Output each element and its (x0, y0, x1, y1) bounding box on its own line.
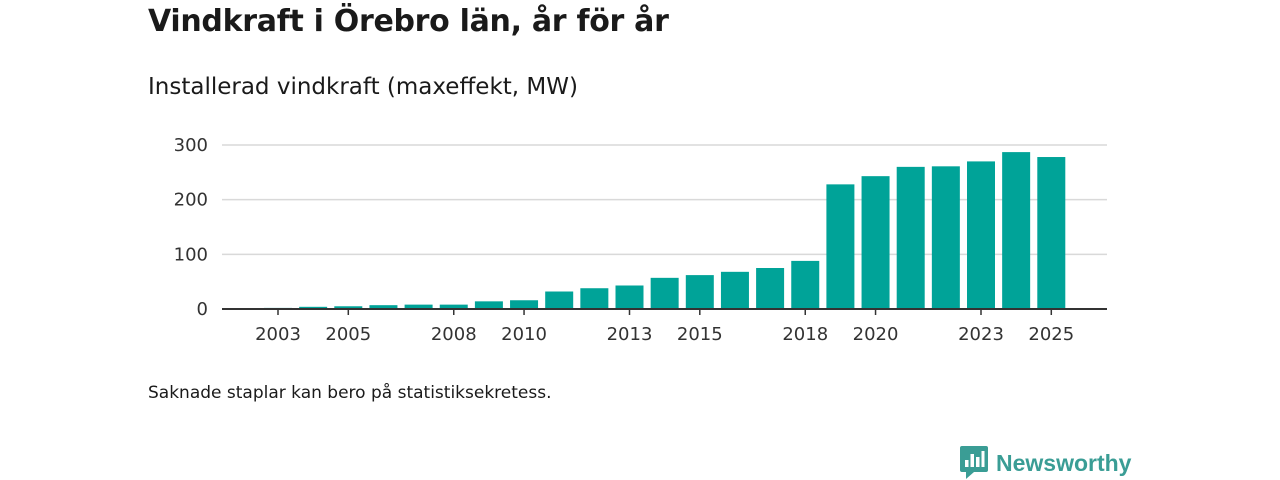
bar-2015 (685, 275, 714, 309)
bar-2011 (545, 291, 574, 309)
bars (264, 152, 1066, 309)
bar-2020 (861, 176, 890, 309)
x-tick-label: 2015 (677, 324, 723, 345)
bar-2021 (896, 166, 925, 309)
bar-2022 (931, 166, 960, 309)
bar-2024 (1002, 152, 1031, 309)
bar-chart: 0 100 200 300 2003 2005 2008 2010 2013 2015 2018 20… (174, 135, 1107, 345)
bar-2012 (580, 288, 609, 309)
y-tick-label: 100 (174, 244, 208, 265)
bar-2017 (756, 268, 785, 309)
bar-2018 (791, 260, 820, 309)
chart-subtitle: Installerad vindkraft (maxeffekt, MW) (148, 74, 578, 100)
bar-2013 (615, 285, 644, 309)
x-tick-label: 2005 (325, 324, 371, 345)
y-tick-label: 0 (197, 299, 208, 320)
newsworthy-brand[interactable]: Newsworthy (960, 446, 1131, 480)
bar-2010 (510, 300, 539, 309)
x-tick-label: 2008 (431, 324, 477, 345)
bar-2009 (474, 301, 503, 309)
x-tick-label: 2018 (782, 324, 828, 345)
x-tick-label: 2013 (607, 324, 653, 345)
y-tick-label: 200 (174, 190, 208, 211)
footnote: Saknade staplar kan bero på statistiksek… (148, 383, 552, 403)
bar-2014 (650, 277, 679, 309)
x-tick-label: 2010 (501, 324, 547, 345)
bar-2019 (826, 184, 855, 309)
bar-2005 (334, 306, 363, 309)
axes: 0 100 200 300 2003 2005 2008 2010 2013 2015 2018 20… (174, 135, 1107, 345)
bar-2008 (439, 304, 468, 309)
y-tick-label: 300 (174, 135, 208, 156)
x-tick-label: 2025 (1028, 324, 1074, 345)
bar-2006 (369, 305, 398, 309)
bar-2023 (967, 161, 995, 309)
chart-title: Vindkraft i Örebro län, år för år (148, 4, 669, 39)
x-tick-label: 2003 (255, 324, 301, 345)
newsworthy-logo-icon (960, 446, 988, 479)
bar-2016 (720, 271, 749, 309)
bar-2025 (1037, 157, 1066, 309)
x-tick-label: 2020 (853, 324, 899, 345)
x-tick-label: 2023 (958, 324, 1004, 345)
bar-2007 (404, 304, 433, 309)
bar-2004 (299, 306, 328, 309)
brand-name: Newsworthy (996, 449, 1132, 476)
